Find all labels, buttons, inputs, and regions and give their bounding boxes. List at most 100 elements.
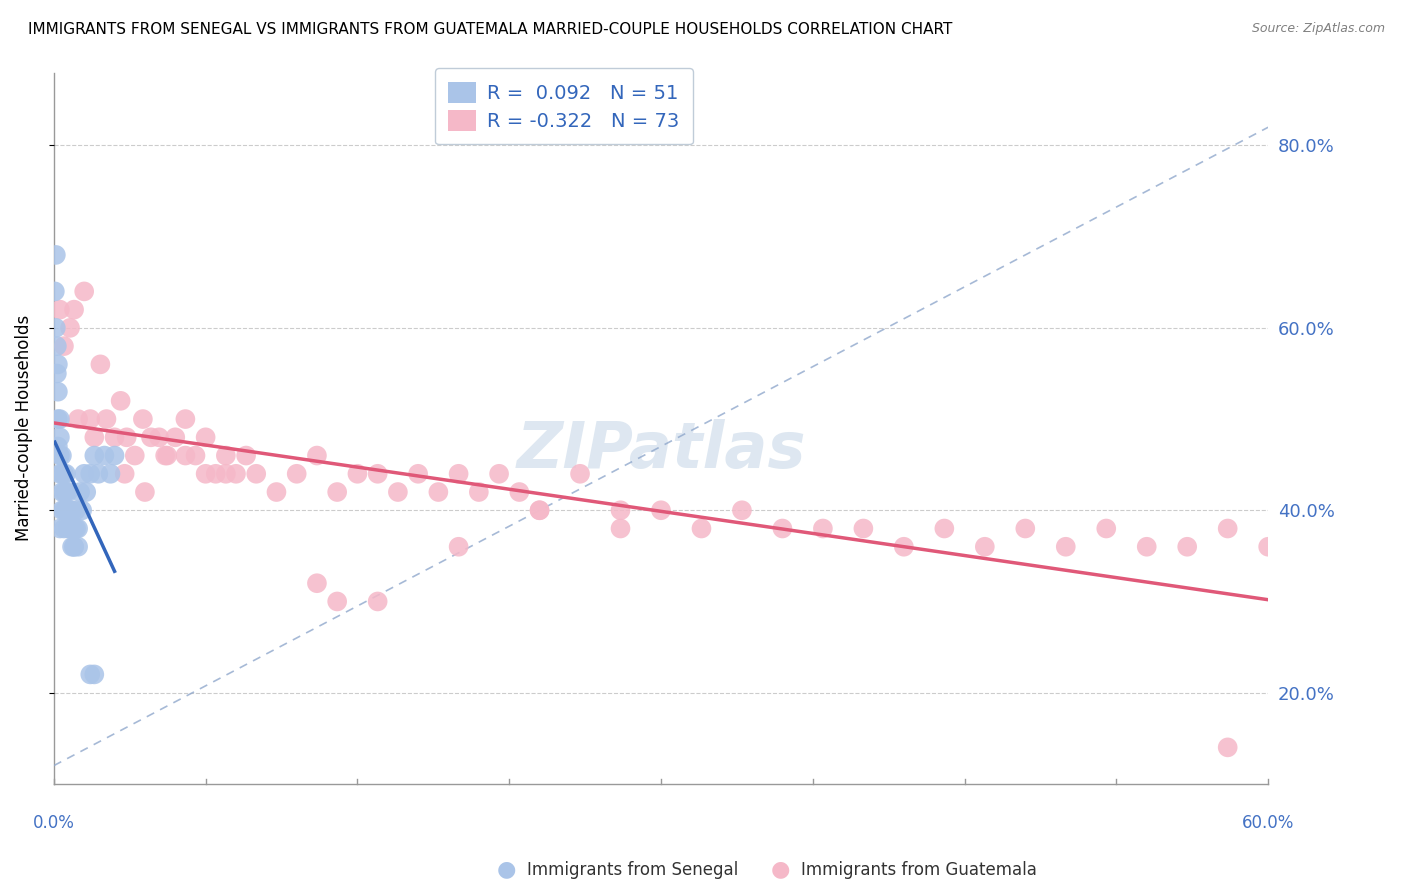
Text: 0.0%: 0.0% [32,814,75,832]
Point [49,467,72,481]
Point [508,485,530,500]
Point [63,540,86,554]
Point [45,367,67,381]
Point [52,467,75,481]
Point [124,449,146,463]
Point [174,412,197,426]
Point [447,540,470,554]
Point [184,449,207,463]
Point [83,449,105,463]
Point [406,467,429,481]
Point [52,485,75,500]
Point [55,467,77,481]
Point [326,485,349,500]
Legend: R =  0.092   N = 51, R = -0.322   N = 73: R = 0.092 N = 51, R = -0.322 N = 73 [434,68,693,145]
Point [69,485,91,500]
Point [63,540,86,554]
Point [156,449,179,463]
Point [427,485,450,500]
Point [110,393,132,408]
Point [165,430,187,444]
Point [51,449,73,463]
Point [67,540,90,554]
Point [529,503,551,517]
Point [1054,540,1077,554]
Point [73,467,96,481]
Text: ZIPatlas: ZIPatlas [516,418,806,481]
Point [60,503,83,517]
Point [87,467,110,481]
Point [46,439,69,453]
Point [51,467,73,481]
Point [153,449,176,463]
Point [609,521,631,535]
Point [79,412,101,426]
Point [569,467,592,481]
Point [266,485,288,500]
Point [52,521,75,535]
Point [194,430,217,444]
Point [235,449,257,463]
Point [56,521,79,535]
Point [114,467,136,481]
Point [49,521,72,535]
Point [1216,740,1239,755]
Point [934,521,956,535]
Point [650,503,672,517]
Point [56,485,79,500]
Point [1095,521,1118,535]
Point [1136,540,1159,554]
Point [148,430,170,444]
Point [1014,521,1036,535]
Point [67,521,90,535]
Point [79,667,101,681]
Point [245,467,267,481]
Point [811,521,834,535]
Point [63,521,86,535]
Point [83,667,105,681]
Point [46,384,69,399]
Point [103,430,125,444]
Point [63,302,86,317]
Point [285,467,308,481]
Point [225,467,247,481]
Point [65,521,87,535]
Point [45,339,67,353]
Y-axis label: Married-couple Households: Married-couple Households [15,315,32,541]
Point [100,467,122,481]
Point [49,449,72,463]
Point [52,503,75,517]
Point [609,503,631,517]
Point [1175,540,1198,554]
Point [51,503,73,517]
Text: Immigrants from Senegal: Immigrants from Senegal [527,861,738,879]
Point [346,467,368,481]
Point [326,594,349,608]
Point [96,412,118,426]
Point [55,485,77,500]
Point [852,521,875,535]
Point [89,357,111,371]
Point [103,449,125,463]
Point [529,503,551,517]
Point [46,357,69,371]
Point [132,412,155,426]
Point [134,485,156,500]
Point [46,412,69,426]
Point [65,503,87,517]
Point [468,485,491,500]
Text: ●: ● [496,860,516,880]
Point [305,449,328,463]
Point [215,449,238,463]
Text: ●: ● [770,860,790,880]
Point [93,449,115,463]
Text: Immigrants from Guatemala: Immigrants from Guatemala [801,861,1038,879]
Point [1216,521,1239,535]
Point [51,485,73,500]
Point [488,467,510,481]
Point [115,430,138,444]
Point [52,339,75,353]
Point [139,430,162,444]
Text: 60.0%: 60.0% [1241,814,1295,832]
Point [49,430,72,444]
